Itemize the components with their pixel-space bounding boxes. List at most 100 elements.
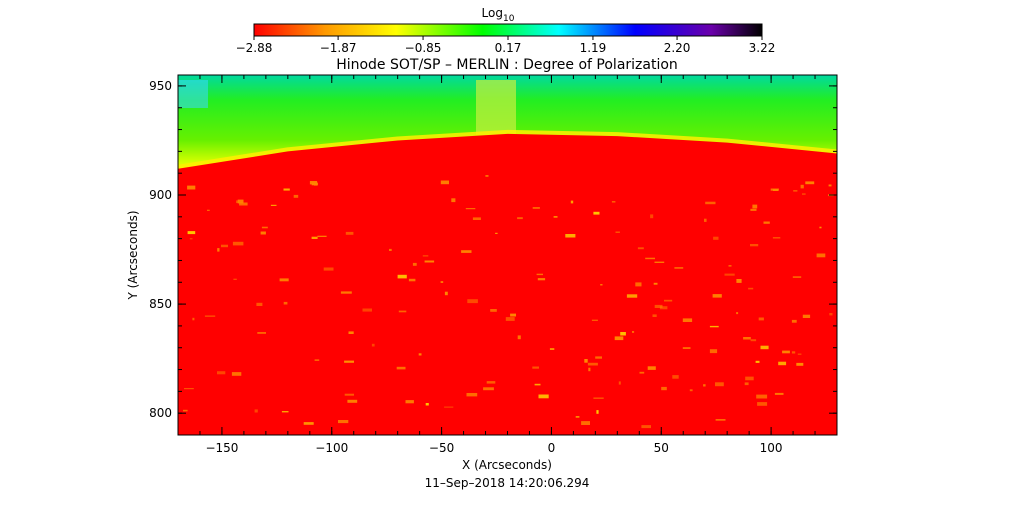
speckle [565,234,576,238]
plot-area [178,75,837,435]
speckle [615,231,620,233]
speckle [187,185,196,190]
speckle [281,411,289,413]
speckle [239,202,248,206]
speckle [451,198,456,203]
speckle [461,250,472,253]
chart-title: Hinode SOT/SP – MERLIN : Degree of Polar… [336,57,678,73]
speckle [309,181,318,185]
speckle [705,201,716,205]
speckle [425,403,429,406]
colorbar-tick-label: 2.20 [664,41,691,55]
speckle [344,360,354,363]
speckle [757,402,768,406]
speckle [317,235,327,237]
colorbar-tick-label: 0.17 [495,41,522,55]
speckle [397,274,407,279]
speckle [645,257,655,260]
speckle [800,184,804,189]
speckle [614,336,624,341]
speckle [221,244,228,248]
y-tick-label: 950 [149,79,172,93]
speckle [639,371,645,374]
y-tick-label: 800 [149,406,172,420]
speckle [483,387,494,391]
speckle [652,314,657,317]
speckle [760,345,769,350]
speckle [237,199,244,204]
speckle [728,265,732,267]
x-tick-label: −100 [315,441,348,455]
speckle [682,318,693,322]
speckle [797,353,802,355]
speckle [490,309,497,312]
speckle [233,278,237,280]
speckle [444,291,448,296]
speckle [311,236,318,239]
speckle [187,231,196,235]
speckle [444,406,454,408]
speckle [816,253,826,258]
speckle [440,180,449,185]
speckle [755,360,760,363]
speckle [207,209,210,211]
speckle [549,348,555,350]
speckle [587,362,598,366]
speckle [712,294,722,298]
speckle [510,313,516,317]
speckle [750,339,757,342]
speckle [802,193,806,195]
speckle [183,409,188,412]
speckle [752,204,758,209]
speckle [672,375,679,379]
speckle [257,332,266,334]
speckle [654,304,663,308]
speckle [256,302,263,306]
speckle [650,214,654,219]
speckle [314,183,318,186]
speckle [828,184,832,187]
speckle [653,282,658,285]
speckle [748,287,754,290]
speckle [778,361,787,366]
speckle [791,319,797,323]
colorbar-tick-label: −0.85 [405,41,442,55]
colorbar-ticks: −2.88 −1.87 −0.85 0.17 1.19 2.20 3.22 [236,36,775,55]
speckle [674,267,684,269]
speckle [538,394,549,399]
speckle [796,362,804,366]
speckle [323,267,334,271]
speckle [485,175,489,177]
solar-disk [178,133,837,435]
speckle [398,310,407,313]
speckle [819,226,822,229]
speckle [581,421,590,425]
speckle [345,231,354,235]
x-tick-label: −150 [205,441,238,455]
speckle [344,393,354,396]
speckle [293,194,299,198]
speckle [575,416,580,418]
speckle [635,282,642,287]
speckle [570,200,574,204]
speckle [588,367,591,372]
speckle [532,207,540,209]
colorbar [253,23,763,37]
speckle [534,383,541,386]
speckle [254,409,258,413]
speckle [314,359,320,361]
speckle [422,255,429,257]
speckle [611,201,616,203]
speckle [486,381,496,384]
speckle [270,204,277,206]
speckle [709,325,719,328]
speckle [758,317,764,321]
speckle [745,376,754,381]
timestamp: 11–Sep–2018 14:20:06.294 [425,476,590,490]
x-axis-label: X (Arcseconds) [462,458,552,472]
colorbar-tick-label: 1.19 [580,41,607,55]
x-axis: −150 −100 −50 0 50 100 [199,75,838,455]
speckle [829,313,833,316]
speckle [703,384,706,387]
